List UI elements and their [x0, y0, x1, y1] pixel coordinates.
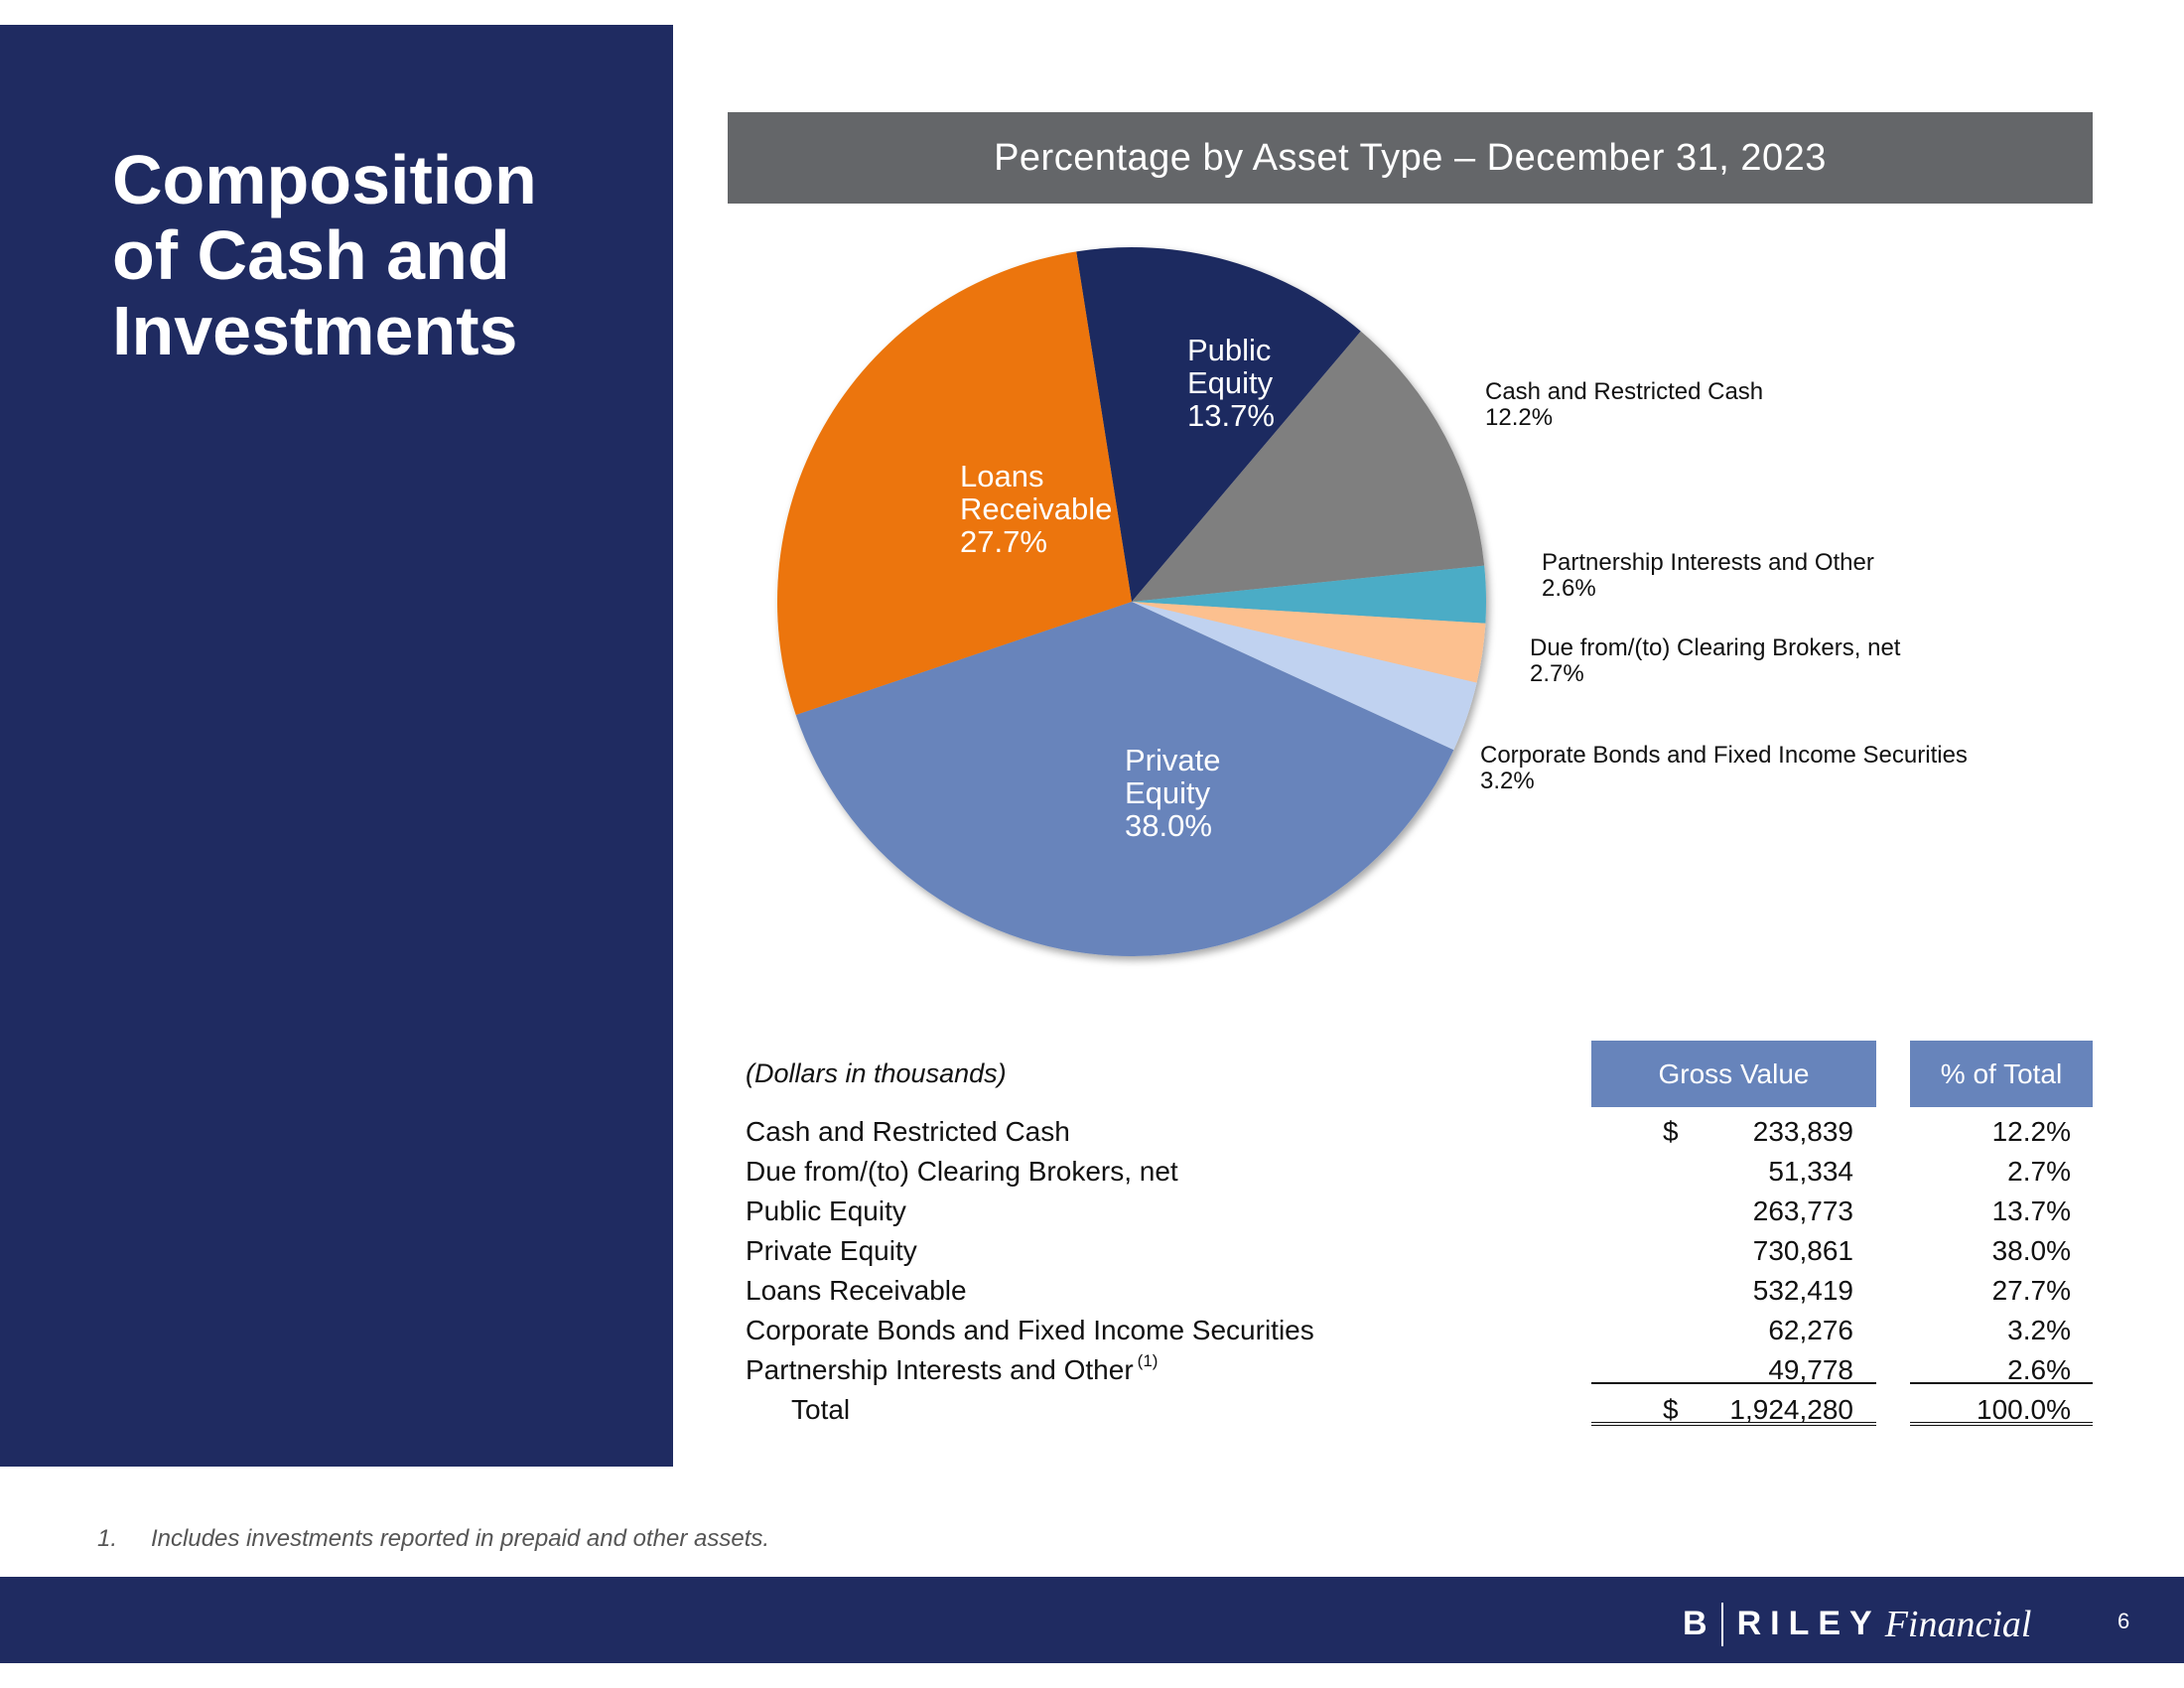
logo-financial: Financial — [1884, 1603, 2032, 1645]
logo-riley: RILEY — [1736, 1605, 1881, 1642]
percent-value: 3.2% — [2007, 1315, 2071, 1345]
total-percent-value: 100.0% — [1977, 1394, 2071, 1425]
table-row: Public Equity 263,773 13.7% — [746, 1196, 2093, 1235]
gross-value: 532,419 — [1752, 1275, 1853, 1306]
slice-value-label: 2.7% — [1530, 660, 1584, 687]
slice-name-label: Partnership Interests and Other — [1542, 549, 1874, 576]
slice-name-label: Equity — [1125, 775, 1211, 810]
total-row: Total $ 1,924,280 100.0% — [746, 1394, 2093, 1434]
percent-value: 13.7% — [1991, 1196, 2071, 1226]
table-row: Corporate Bonds and Fixed Income Securit… — [746, 1315, 2093, 1354]
slice-label-loans-receivable: Loans Receivable 27.7% — [960, 459, 1112, 559]
percent-value: 27.7% — [1991, 1275, 2071, 1306]
gross-value: 51,334 — [1768, 1156, 1853, 1187]
total-gross-value: 1,924,280 — [1729, 1394, 1853, 1425]
row-label: Corporate Bonds and Fixed Income Securit… — [746, 1315, 1314, 1345]
chart-title: Percentage by Asset Type – December 31, … — [728, 112, 2093, 204]
pie-slice-public-equity — [1076, 247, 1361, 603]
percent-value: 12.2% — [1991, 1116, 2071, 1147]
footnote-marker: (1) — [1137, 1351, 1159, 1370]
pie-slice-due-from-to-clearing-brokers-net — [1132, 602, 1486, 683]
pie-slice-loans-receivable — [777, 251, 1132, 715]
slice-name-label: Public — [1187, 333, 1271, 367]
gross-value: 263,773 — [1752, 1196, 1853, 1226]
slice-name-label: Cash and Restricted Cash — [1485, 378, 1763, 405]
units-note: (Dollars in thousands) — [746, 1058, 1007, 1088]
slice-label-due-from-to-clearing-brokers-net: Due from/(to) Clearing Brokers, net 2.7% — [1530, 634, 1901, 687]
table-row: Private Equity 730,861 38.0% — [746, 1235, 2093, 1275]
table-row: Due from/(to) Clearing Brokers, net 51,3… — [746, 1156, 2093, 1196]
slice-value-label: 38.0% — [1125, 808, 1212, 843]
pie-slices — [777, 247, 1486, 956]
table-row: Loans Receivable 532,419 27.7% — [746, 1275, 2093, 1315]
slice-name-label: Due from/(to) Clearing Brokers, net — [1530, 634, 1901, 661]
percent-value: 38.0% — [1991, 1235, 2071, 1266]
gross-value: 233,839 — [1752, 1116, 1853, 1147]
page-title: Composition of Cash and Investments — [112, 141, 537, 369]
subtotal-rule-gross — [1591, 1382, 1876, 1384]
row-label: Public Equity — [746, 1196, 906, 1226]
gross-value: 62,276 — [1768, 1315, 1853, 1345]
slice-label-partnership-interests-and-other: Partnership Interests and Other 2.6% — [1542, 549, 1874, 602]
table-row: Partnership Interests and Other (1) 49,77… — [746, 1351, 2093, 1394]
slice-value-label: 27.7% — [960, 524, 1047, 559]
slice-value-label: 2.6% — [1542, 575, 1596, 602]
pie-slice-partnership-interests-and-other — [1132, 565, 1486, 624]
dollar-sign: $ — [1663, 1394, 1679, 1425]
slice-name-label: Corporate Bonds and Fixed Income Securit… — [1480, 742, 1968, 769]
gross-value: 730,861 — [1752, 1235, 1853, 1266]
footer-bar — [0, 1577, 2184, 1663]
slice-name-label: Loans — [960, 459, 1043, 493]
pie-chart: Public Equity 13.7%Cash and Restricted Cas… — [777, 247, 1968, 956]
table-row: Cash and Restricted Cash $ 233,839 12.2% — [746, 1116, 2093, 1156]
slice-label-public-equity: Public Equity 13.7% — [1187, 333, 1275, 433]
logo-b: B — [1683, 1605, 1707, 1642]
subtotal-rule-pct — [1910, 1382, 2093, 1384]
slice-name-label: Private — [1125, 743, 1220, 777]
slice-label-private-equity: Private Equity 38.0% — [1125, 743, 1220, 843]
pie-slice-cash-and-restricted-cash — [1132, 331, 1485, 602]
row-label-text: Partnership Interests and Other — [746, 1354, 1134, 1385]
logo-divider — [1720, 1602, 1723, 1646]
row-label: Loans Receivable — [746, 1275, 967, 1306]
dollar-sign: $ — [1663, 1116, 1679, 1147]
pie-slice-corporate-bonds-and-fixed-income-securities — [1132, 602, 1477, 751]
page-number: 6 — [2117, 1609, 2130, 1633]
company-logo: B RILEY Financial — [1683, 1602, 2031, 1646]
total-rule-gross — [1591, 1422, 1876, 1430]
title-panel: Composition of Cash and Investments — [0, 25, 673, 1467]
slice-label-cash-and-restricted-cash: Cash and Restricted Cash 12.2% — [1485, 378, 1763, 431]
slice-value-label: 3.2% — [1480, 768, 1535, 794]
row-label: Partnership Interests and Other (1) — [746, 1351, 1159, 1386]
row-label: Due from/(to) Clearing Brokers, net — [746, 1156, 1178, 1187]
total-label: Total — [791, 1394, 851, 1425]
gross-value-header: Gross Value — [1591, 1041, 1876, 1107]
total-rule-pct — [1910, 1422, 2093, 1430]
row-label: Private Equity — [746, 1235, 917, 1266]
percent-value: 2.7% — [2007, 1156, 2071, 1187]
footnote: 1. Includes investments reported in prepa… — [97, 1525, 769, 1553]
percent-value: 2.6% — [2007, 1354, 2071, 1385]
gross-value: 49,778 — [1768, 1354, 1853, 1385]
footnote-text: Includes investments reported in prepaid… — [151, 1525, 770, 1552]
slice-label-corporate-bonds-and-fixed-income-securities: Corporate Bonds and Fixed Income Securit… — [1480, 742, 1968, 794]
slice-name-label: Receivable — [960, 492, 1112, 526]
slice-value-label: 13.7% — [1187, 398, 1275, 433]
percent-of-total-header: % of Total — [1910, 1041, 2093, 1107]
row-label: Cash and Restricted Cash — [746, 1116, 1070, 1147]
slice-name-label: Equity — [1187, 365, 1274, 400]
pie-slice-private-equity — [795, 602, 1454, 956]
slice-value-label: 12.2% — [1485, 404, 1553, 431]
footnote-number: 1. — [97, 1525, 118, 1552]
